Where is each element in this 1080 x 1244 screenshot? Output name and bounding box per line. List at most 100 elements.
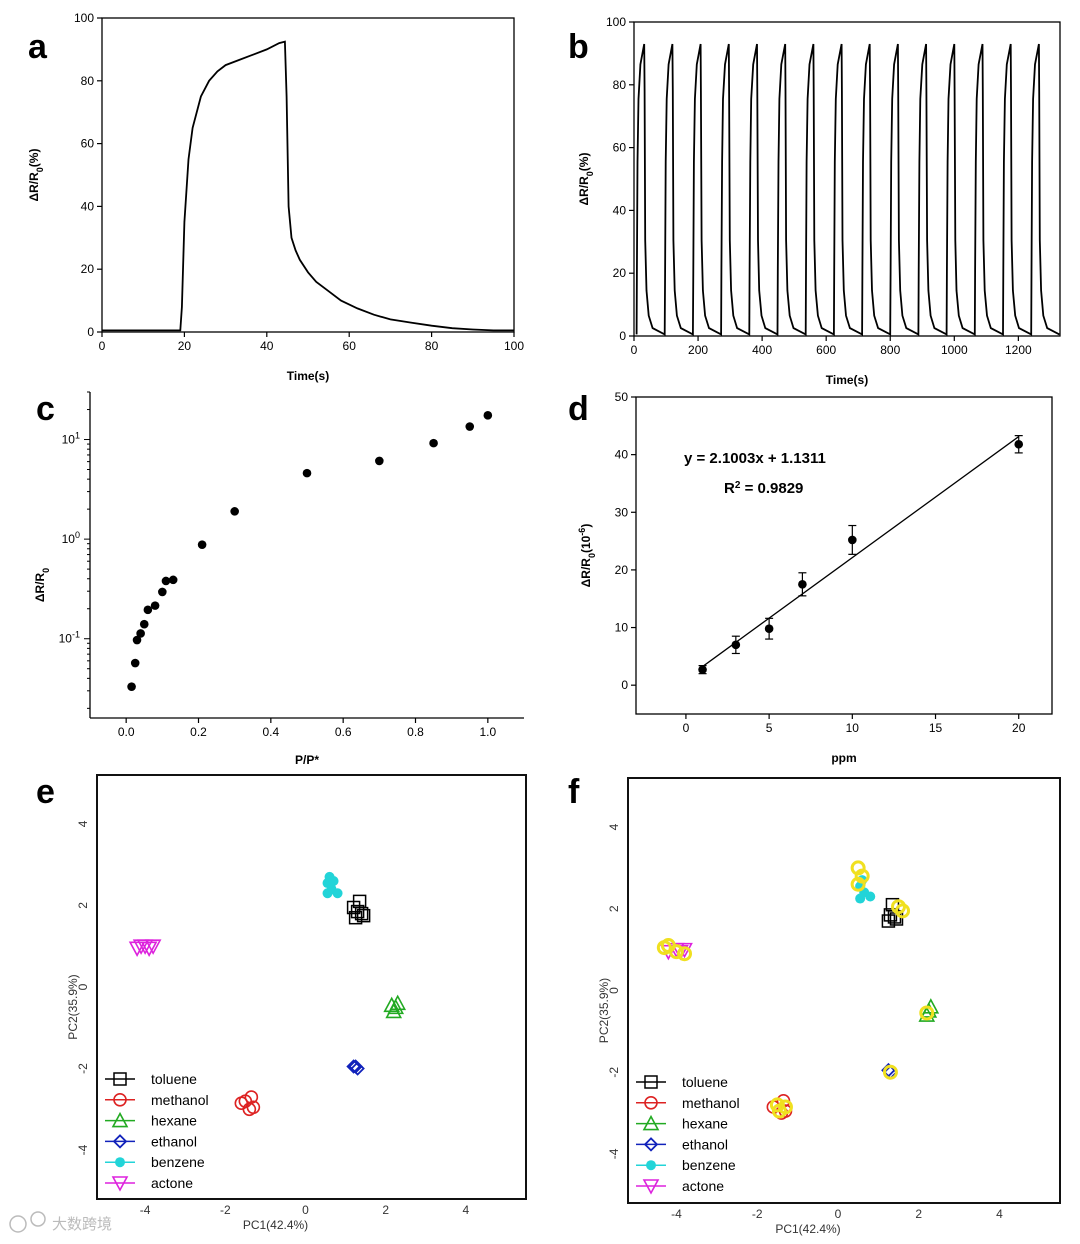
- panel-label-d: d: [568, 390, 589, 428]
- x-tick-label: 2: [382, 1203, 389, 1217]
- response-curve: [102, 40, 514, 332]
- x-tick-label: -4: [140, 1203, 151, 1217]
- data-point: [1014, 439, 1024, 449]
- legend-label-benzene: benzene: [151, 1154, 205, 1170]
- marker-triangle-down: [140, 941, 158, 957]
- marker-triangle-down: [132, 939, 150, 955]
- x-tick-label: 0: [683, 721, 690, 735]
- marker-circle: [644, 1096, 658, 1110]
- panel-a: 0 20 40 60 80 100 0 20 40 60 80 100 Time(s) ΔR/R0(%): [27, 11, 524, 383]
- y-tick-label: 100: [74, 11, 94, 25]
- x-axis-label-c: P/P*: [295, 753, 319, 767]
- watermark-logo-icon: [30, 1211, 46, 1227]
- marker-circle: [238, 1094, 253, 1108]
- marker-diamond: [643, 1137, 659, 1152]
- x-axis-label-a: Time(s): [287, 369, 329, 383]
- marker-triangle-down: [128, 941, 146, 957]
- marker-triangle-up: [111, 1111, 129, 1128]
- x-axis-label-b: Time(s): [826, 373, 868, 387]
- x-tick-label: 20: [1012, 721, 1026, 735]
- data-point: [168, 575, 178, 585]
- fit-line: [702, 436, 1020, 668]
- data-point: [150, 601, 160, 610]
- marker-dot: [646, 1160, 656, 1171]
- marker-triangle-down: [144, 939, 162, 955]
- marker-triangle-up: [642, 1114, 660, 1131]
- y-tick-label: 100: [606, 15, 626, 29]
- y-axis-label-f: PC2(35.9%): [597, 978, 611, 1043]
- y-tick-label: 101: [62, 431, 80, 447]
- y-tick-label: 80: [613, 78, 627, 92]
- y-tick-label: 40: [613, 203, 627, 217]
- plot-frame-d: [635, 396, 1053, 715]
- panel-c: 0.0 0.2 0.4 0.6 0.8 1.0 10-1 100 101 P/P* ΔR/R0: [33, 391, 524, 767]
- fit-r-squared: R2 = 0.9829: [724, 480, 803, 498]
- x-tick-label: 0: [835, 1207, 842, 1221]
- marker-dot: [855, 893, 866, 904]
- data-point: [197, 540, 207, 549]
- data-point: [139, 619, 149, 629]
- x-tick-label: 1000: [941, 343, 968, 357]
- marker-circle: [113, 1093, 127, 1107]
- marker-triangle-down: [642, 1179, 660, 1195]
- x-tick-label: -2: [752, 1207, 763, 1221]
- legend-label-methanol: methanol: [682, 1095, 740, 1111]
- x-tick-label: 15: [929, 721, 943, 735]
- watermark-text: 大数跨境: [52, 1215, 112, 1233]
- y-tick-label: 60: [613, 141, 627, 155]
- y-tick-label: 0: [619, 329, 626, 343]
- data-point: [302, 468, 312, 478]
- panel-b: 0 200 400 600 800 1000 1200 0 20 40 60 80 100 Time(s)…: [577, 15, 1061, 387]
- y-tick-label: 10-1: [59, 630, 80, 646]
- legend-label-hexane: hexane: [682, 1116, 728, 1132]
- marker-square: [113, 1072, 127, 1086]
- y-axis-label-b: ΔR/R0(%): [577, 153, 595, 206]
- data-point: [848, 535, 857, 545]
- y-tick-label: 4: [607, 823, 621, 830]
- legend-label-toluene: toluene: [151, 1071, 197, 1087]
- marker-dot: [865, 891, 876, 902]
- x-axis-label-d: ppm: [831, 751, 856, 765]
- y-tick-label: 0: [621, 678, 628, 692]
- legend-label-hexane: hexane: [151, 1113, 197, 1129]
- x-tick-label: 60: [343, 339, 357, 353]
- data-point: [483, 411, 493, 420]
- marker-square: [356, 908, 371, 923]
- data-point: [158, 587, 167, 597]
- y-tick-label: -2: [607, 1067, 621, 1078]
- y-tick-label: 2: [607, 905, 621, 912]
- y-tick-label: 2: [76, 902, 90, 909]
- x-tick-label: 1200: [1005, 343, 1032, 357]
- marker-yellow: [850, 876, 866, 892]
- legend-label-benzene: benzene: [682, 1157, 736, 1173]
- plot-frame-a: [101, 17, 515, 333]
- marker-yellow: [919, 1005, 935, 1021]
- y-tick-label: -4: [76, 1144, 90, 1155]
- legend-f: toluene methanol hexane ethanol benzene acton…: [636, 1074, 740, 1195]
- marker-triangle-down: [111, 1176, 129, 1192]
- legend-label-toluene: toluene: [682, 1074, 728, 1090]
- y-tick-label: 0: [607, 987, 621, 994]
- data-point: [465, 422, 475, 431]
- watermark: 大数跨境: [9, 1211, 112, 1233]
- data-point: [798, 580, 807, 589]
- y-tick-label: 40: [81, 199, 95, 213]
- x-tick-label: 4: [996, 1207, 1003, 1221]
- panel-d: 0 5 10 15 20 0 10 20 30 40 50 y = 2.1003x + 1.1311 R…: [577, 390, 1053, 765]
- x-tick-label: 5: [766, 721, 773, 735]
- x-tick-label: -2: [220, 1203, 231, 1217]
- x-axis-label-f: PC1(42.4%): [775, 1222, 840, 1236]
- marker-triangle-up: [383, 996, 401, 1013]
- data-point: [127, 682, 136, 691]
- x-tick-label: 800: [880, 343, 900, 357]
- plot-frame-e: [96, 774, 527, 1200]
- x-tick-label: 20: [178, 339, 192, 353]
- x-tick-label: -4: [671, 1207, 682, 1221]
- marker-diamond: [350, 1061, 365, 1076]
- cycling-curve: [635, 43, 1060, 336]
- x-tick-label: 10: [846, 721, 860, 735]
- y-tick-label: 0: [76, 983, 90, 990]
- x-tick-label: 600: [816, 343, 836, 357]
- plot-frame-f: [627, 777, 1061, 1204]
